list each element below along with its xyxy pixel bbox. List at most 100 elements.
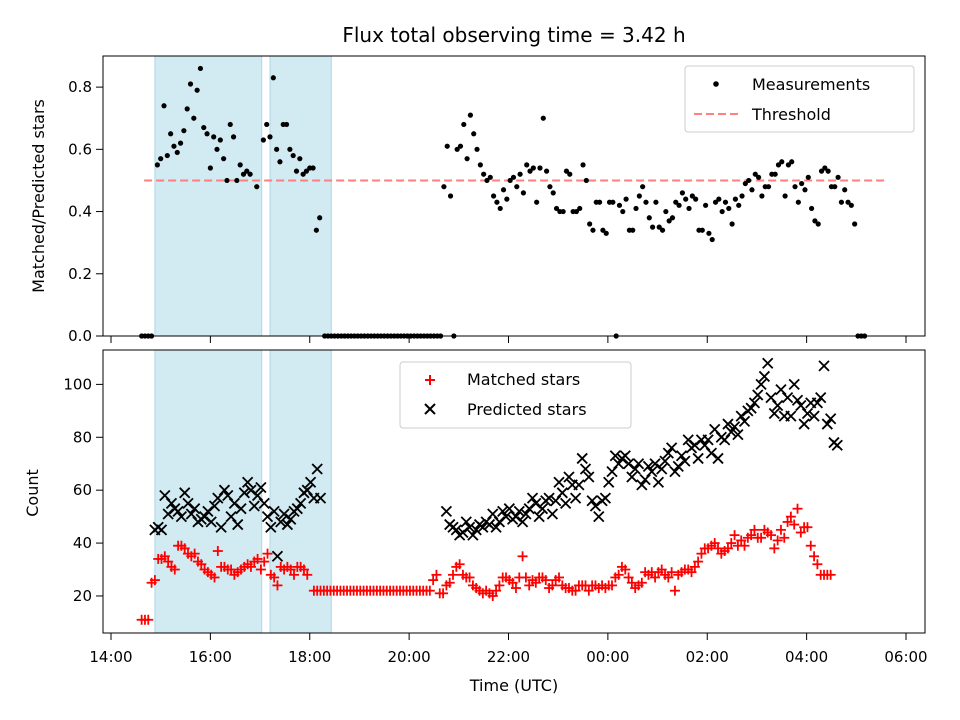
matched-star-point — [554, 572, 565, 583]
predicted-star-point — [659, 455, 671, 467]
measurement-point — [795, 199, 801, 205]
measurement-point — [527, 168, 533, 174]
matched-star-point — [772, 535, 783, 546]
measurement-point — [577, 205, 583, 212]
measurement-point — [560, 208, 566, 215]
measurement-point — [174, 149, 180, 156]
measurement-point — [659, 227, 666, 233]
measurement-point — [484, 177, 490, 184]
predicted-star-point — [228, 497, 241, 510]
x-tick-label: 00:00 — [586, 648, 629, 666]
matched-star-point — [547, 580, 558, 591]
measurement-point — [507, 177, 513, 184]
chart-title: Flux total observing time = 3.42 h — [342, 23, 685, 47]
predicted-star-point — [311, 463, 323, 475]
matched-star-point — [524, 580, 535, 591]
measurement-point — [842, 187, 848, 193]
matched-star-point — [491, 585, 502, 596]
matched-star-point — [179, 543, 190, 554]
predicted-star-point — [225, 510, 237, 523]
matched-star-point — [795, 527, 806, 538]
matched-star-point — [623, 572, 634, 583]
legend: Matched stars Predicted stars — [399, 361, 632, 429]
predicted-star-point — [689, 439, 701, 451]
measurement-point — [283, 121, 290, 128]
predicted-star-point — [613, 458, 625, 470]
predicted-star-point — [573, 479, 585, 491]
predicted-star-point — [556, 487, 568, 499]
y-tick-label: 20 — [73, 587, 92, 605]
measurement-point — [669, 215, 676, 221]
measurement-point — [441, 184, 447, 190]
predicted-star-point — [788, 378, 800, 391]
matched-star-point — [424, 585, 435, 596]
measurement-point — [474, 146, 480, 152]
predicted-star-point — [490, 521, 502, 533]
legend-box — [399, 361, 632, 429]
predicted-star-point — [172, 505, 184, 517]
measurement-point — [603, 230, 609, 236]
predicted-star-point — [636, 479, 648, 491]
measurement-point — [287, 146, 293, 152]
predicted-star-point — [159, 489, 171, 502]
predicted-star-point — [175, 510, 188, 523]
predicted-star-point — [222, 489, 234, 502]
measurement-point — [596, 199, 603, 205]
matched-star-point — [189, 548, 200, 559]
measurement-point — [825, 168, 831, 174]
predicted-star-point — [460, 516, 472, 528]
predicted-star-point — [795, 399, 807, 412]
measurement-point — [467, 112, 474, 118]
measurement-point — [197, 65, 204, 72]
legend-label-matched: Matched stars — [467, 370, 580, 389]
predicted-star-point — [705, 447, 718, 459]
predicted-star-point — [285, 513, 297, 525]
matched-star-point — [739, 540, 750, 551]
matched-star-point — [269, 572, 280, 583]
measurement-point — [300, 171, 306, 177]
predicted-star-point — [543, 492, 555, 504]
matched-star-point — [620, 564, 631, 575]
predicted-star-point — [569, 492, 582, 504]
matched-star-point — [746, 530, 757, 541]
predicted-star-point — [603, 476, 615, 488]
predicted-star-point — [758, 370, 771, 383]
plot-frame — [102, 55, 926, 337]
measurement-point — [563, 168, 570, 174]
matched-star-point — [709, 538, 720, 549]
matched-star-point — [722, 543, 733, 554]
measurement-point — [752, 171, 758, 177]
predicted-star-point — [255, 481, 267, 494]
ratio-panel: 0.00.20.40.60.8 Matched/Predicted stars … — [29, 55, 926, 345]
measurement-point — [623, 196, 629, 202]
measurement-point — [494, 199, 500, 205]
measurement-point — [500, 187, 507, 193]
matched-star-point — [454, 559, 465, 570]
matched-star-point — [259, 556, 270, 567]
predicted-star-point — [208, 500, 221, 512]
predicted-star-point — [215, 521, 227, 533]
matched-star-point — [510, 583, 521, 594]
measurement-point — [264, 121, 270, 128]
measurement-point — [719, 208, 725, 215]
predicted-star-point — [692, 452, 704, 465]
matched-star-point — [143, 614, 154, 625]
predicted-star-point — [497, 505, 509, 517]
predicted-star-point — [493, 516, 506, 528]
measurement-point — [184, 106, 190, 112]
predicted-star-point — [238, 487, 250, 499]
counts-panel: 20 40 60 80 100 14:00 16:00 18:00 20:00 22:00 00:… — [23, 349, 928, 695]
measurement-point — [260, 137, 266, 143]
matched-star-point — [169, 564, 180, 575]
predicted-star-point — [609, 450, 621, 462]
predicted-star-point — [520, 508, 532, 520]
predicted-star-point — [586, 495, 598, 507]
measurement-point — [726, 205, 732, 212]
measurement-point — [201, 124, 207, 131]
predicted-star-point — [205, 516, 217, 528]
y-tick-label: 0.8 — [68, 78, 92, 96]
matched-star-point — [769, 543, 780, 554]
predicted-star-point — [606, 466, 618, 478]
predicted-star-point — [440, 505, 453, 517]
matched-star-point — [689, 561, 700, 572]
